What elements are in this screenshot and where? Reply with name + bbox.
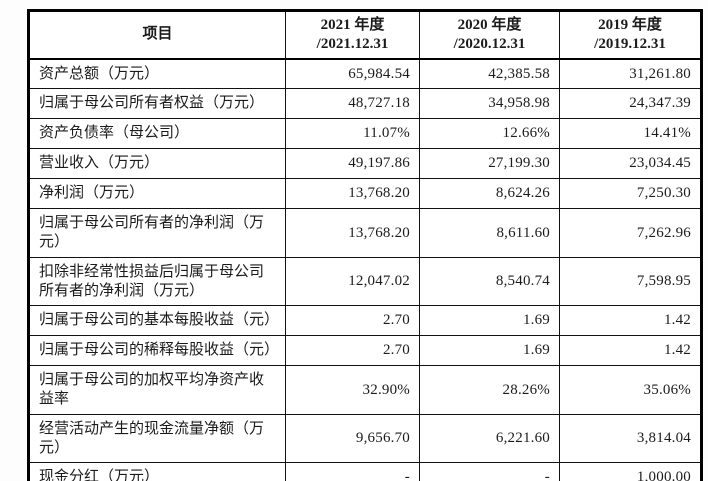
row-value-2021-cell: 32.90% bbox=[285, 365, 420, 415]
row-label-cell: 现金分红（万元） bbox=[28, 462, 286, 481]
row-value-2020-cell: 8,540.74 bbox=[419, 256, 560, 307]
table-row: 经营活动产生的现金流量净额（万元） 9,656.70 6,221.60 3,81… bbox=[28, 413, 702, 464]
row-value-2020-cell: 8,624.26 bbox=[419, 178, 560, 210]
row-value-2021-cell: 49,197.86 bbox=[285, 148, 420, 180]
row-label-cell: 净利润（万元） bbox=[28, 178, 286, 210]
header-year-2021-label: 2021 年度 bbox=[320, 17, 385, 33]
row-value-2019-cell: 23,034.45 bbox=[559, 148, 702, 180]
table-row: 现金分红（万元） - - 1,000.00 bbox=[28, 462, 702, 481]
row-value-2020-cell: 1.69 bbox=[419, 335, 560, 367]
row-label-cell: 资产总额（万元） bbox=[28, 57, 286, 90]
row-value-2019-cell: 24,347.39 bbox=[559, 88, 702, 120]
header-year-2021: 2021 年度 /2021.12.31 bbox=[285, 10, 420, 60]
header-year-2019: 2019 年度 /2019.12.31 bbox=[559, 10, 702, 60]
header-row: 项目 2021 年度 /2021.12.31 2020 年度 /2020.12.… bbox=[28, 10, 702, 60]
table-body: 资产总额（万元） 65,984.54 42,385.58 31,261.80 归… bbox=[28, 57, 702, 481]
row-value-2021-cell: 2.70 bbox=[285, 335, 420, 367]
row-label-cell: 资产负债率（母公司） bbox=[28, 118, 286, 150]
row-value-2021-cell: 11.07% bbox=[285, 118, 420, 150]
row-value-2019-cell: 1,000.00 bbox=[559, 462, 702, 481]
row-value-2019-cell: 3,814.04 bbox=[559, 413, 702, 464]
row-value-2020-cell: 12.66% bbox=[419, 118, 560, 150]
table-row: 资产负债率（母公司） 11.07% 12.66% 14.41% bbox=[28, 118, 702, 150]
row-label-cell: 归属于母公司的加权平均净资产收益率 bbox=[28, 365, 286, 415]
header-year-2020-date: /2020.12.31 bbox=[453, 35, 526, 52]
financial-summary-table: 项目 2021 年度 /2021.12.31 2020 年度 /2020.12.… bbox=[27, 9, 703, 481]
row-label-cell: 归属于母公司的稀释每股收益（元） bbox=[28, 335, 286, 367]
table-row: 归属于母公司的基本每股收益（元） 2.70 1.69 1.42 bbox=[28, 305, 702, 337]
row-label-cell: 归属于母公司的基本每股收益（元） bbox=[28, 305, 286, 337]
table-row: 归属于母公司所有者权益（万元） 48,727.18 34,958.98 24,3… bbox=[28, 88, 702, 120]
table-row: 资产总额（万元） 65,984.54 42,385.58 31,261.80 bbox=[28, 57, 702, 90]
table-row: 净利润（万元） 13,768.20 8,624.26 7,250.30 bbox=[28, 178, 702, 210]
header-year-2019-label: 2019 年度 bbox=[598, 17, 662, 33]
row-value-2021-cell: 9,656.70 bbox=[285, 413, 420, 464]
row-value-2020-cell: 28.26% bbox=[419, 365, 560, 415]
table-row: 扣除非经常性损益后归属于母公司所有者的净利润（万元） 12,047.02 8,5… bbox=[28, 256, 702, 307]
table-row: 归属于母公司的加权平均净资产收益率 32.90% 28.26% 35.06% bbox=[28, 365, 702, 415]
row-value-2020-cell: 34,958.98 bbox=[419, 88, 560, 120]
table-header: 项目 2021 年度 /2021.12.31 2020 年度 /2020.12.… bbox=[28, 10, 702, 60]
row-value-2021-cell: 13,768.20 bbox=[285, 208, 420, 258]
row-value-2019-cell: 7,250.30 bbox=[559, 178, 702, 210]
table-row: 归属于母公司所有者的净利润（万元） 13,768.20 8,611.60 7,2… bbox=[28, 208, 702, 258]
row-value-2020-cell: 42,385.58 bbox=[419, 57, 560, 90]
header-year-2020: 2020 年度 /2020.12.31 bbox=[419, 10, 560, 60]
row-label-cell: 营业收入（万元） bbox=[28, 148, 286, 180]
table-row: 归属于母公司的稀释每股收益（元） 2.70 1.69 1.42 bbox=[28, 335, 702, 367]
row-value-2020-cell: 8,611.60 bbox=[419, 208, 560, 258]
row-label-cell: 扣除非经常性损益后归属于母公司所有者的净利润（万元） bbox=[28, 256, 286, 307]
row-value-2019-cell: 1.42 bbox=[559, 335, 702, 367]
row-value-2021-cell: 2.70 bbox=[285, 305, 420, 337]
header-item-column: 项目 bbox=[28, 10, 286, 60]
row-value-2019-cell: 35.06% bbox=[559, 365, 702, 415]
row-value-2019-cell: 1.42 bbox=[559, 305, 702, 337]
row-value-2021-cell: 48,727.18 bbox=[285, 88, 420, 120]
row-value-2021-cell: 65,984.54 bbox=[285, 57, 420, 90]
row-label-cell: 经营活动产生的现金流量净额（万元） bbox=[28, 413, 286, 464]
row-value-2019-cell: 7,598.95 bbox=[559, 256, 702, 307]
row-value-2020-cell: 6,221.60 bbox=[419, 413, 560, 464]
row-value-2021-cell: - bbox=[285, 462, 420, 481]
row-value-2021-cell: 13,768.20 bbox=[285, 178, 420, 210]
header-year-2021-date: /2021.12.31 bbox=[316, 35, 389, 52]
header-year-2020-label: 2020 年度 bbox=[457, 17, 522, 33]
row-value-2020-cell: - bbox=[419, 462, 560, 481]
row-value-2019-cell: 7,262.96 bbox=[559, 208, 702, 258]
row-value-2020-cell: 1.69 bbox=[419, 305, 560, 337]
row-label-cell: 归属于母公司所有者权益（万元） bbox=[28, 88, 286, 120]
row-value-2020-cell: 27,199.30 bbox=[419, 148, 560, 180]
table-row: 营业收入（万元） 49,197.86 27,199.30 23,034.45 bbox=[28, 148, 702, 180]
row-value-2019-cell: 31,261.80 bbox=[559, 57, 702, 90]
row-label-cell: 归属于母公司所有者的净利润（万元） bbox=[28, 208, 286, 258]
header-year-2019-date: /2019.12.31 bbox=[594, 35, 666, 52]
row-value-2021-cell: 12,047.02 bbox=[285, 256, 420, 307]
row-value-2019-cell: 14.41% bbox=[559, 118, 702, 150]
